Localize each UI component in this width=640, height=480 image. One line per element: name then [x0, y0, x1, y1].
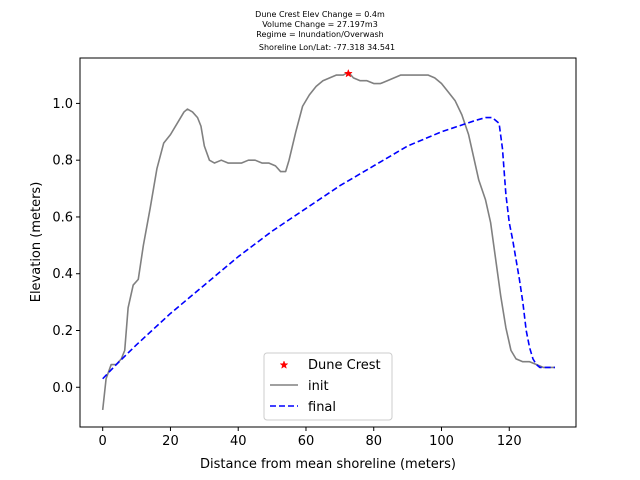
legend-label-final: final — [308, 400, 336, 415]
y-tick-label: 0.2 — [52, 324, 73, 339]
x-tick-label: 40 — [230, 434, 247, 449]
y-tick-label: 0.8 — [52, 154, 73, 169]
legend-entry-init: init — [270, 379, 329, 394]
x-tick-label: 80 — [365, 434, 382, 449]
x-tick-label: 120 — [497, 434, 522, 449]
legend-box — [263, 352, 393, 421]
plot-frame — [79, 57, 577, 428]
x-tick-label: 60 — [298, 434, 315, 449]
title-line-3: Regime = Inundation/Overwash — [256, 30, 383, 39]
title-line-1: Dune Crest Elev Change = 0.4m — [255, 10, 385, 19]
x-axis: 0 20 40 60 80 100 120 — [99, 427, 522, 449]
x-tick-label: 0 — [99, 434, 107, 449]
plot-area — [101, 71, 555, 411]
legend-label-dune-crest: Dune Crest — [308, 358, 381, 373]
legend-entry-final: final — [270, 400, 336, 415]
legend: Dune Crest init final — [263, 352, 393, 421]
title-line-2: Volume Change = 27.197m3 — [262, 20, 378, 29]
legend-entry-dune-crest: Dune Crest — [279, 358, 381, 373]
y-axis-label: Elevation (meters) — [29, 182, 44, 303]
legend-label-init: init — [308, 379, 329, 394]
x-tick-label: 100 — [429, 434, 454, 449]
legend-star-icon — [279, 360, 289, 369]
y-tick-label: 0.4 — [52, 267, 73, 282]
y-tick-label: 0.0 — [52, 381, 73, 396]
y-tick-label: 0.6 — [52, 210, 73, 225]
x-axis-label: Distance from mean shoreline (meters) — [200, 457, 456, 472]
chart-title: Dune Crest Elev Change = 0.4m Volume Cha… — [255, 10, 395, 52]
series-line-final — [102, 116, 555, 380]
title-line-4: Shoreline Lon/Lat: -77.318 34.541 — [259, 43, 395, 52]
x-tick-label: 20 — [162, 434, 179, 449]
series-line-init — [101, 71, 555, 411]
y-tick-label: 1.0 — [52, 97, 73, 112]
dune-crest-marker — [343, 68, 353, 78]
plot-markers — [343, 68, 353, 78]
y-axis: 0.0 0.2 0.4 0.6 0.8 1.0 — [52, 97, 80, 396]
